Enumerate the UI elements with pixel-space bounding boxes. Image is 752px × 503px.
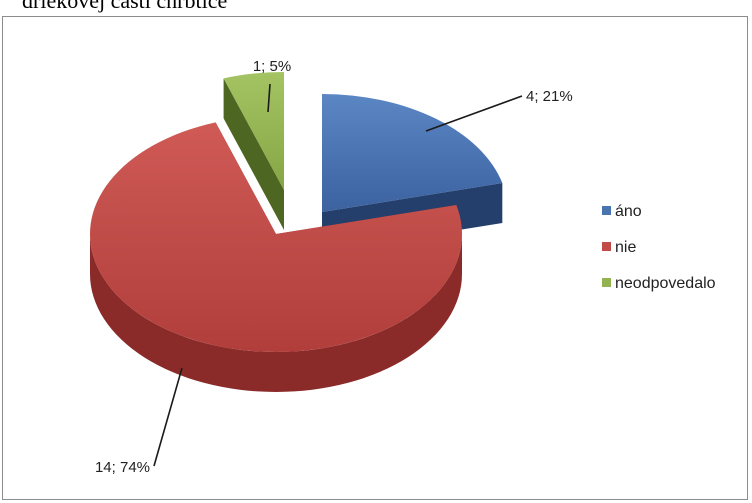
legend-label-áno: áno [615, 203, 642, 220]
data-label-nie: 14; 74% [95, 459, 150, 476]
pie-tops [89, 72, 503, 353]
figure-caption: driekovej časti chrbtice [22, 0, 228, 13]
leader-line-áno [425, 95, 523, 132]
leader-line-nie [153, 367, 183, 467]
legend-label-neodpovedalo: neodpovedalo [615, 275, 716, 292]
legend-swatch-áno [602, 206, 611, 215]
slice-nie [89, 122, 462, 353]
data-labels: 4; 21% 14; 74% 1; 5% [95, 58, 573, 476]
slice-áno [322, 94, 503, 212]
leader-line-neodpovedalo [267, 83, 271, 113]
legend-label-nie: nie [615, 239, 636, 256]
slice-side-nie-0 [90, 234, 462, 392]
data-label-áno: 4; 21% [526, 88, 573, 105]
legend-swatch-nie [602, 242, 611, 251]
legend-swatch-neodpovedalo [602, 278, 611, 287]
legend: áno nie neodpovedalo [602, 203, 716, 292]
leader-lines [153, 83, 523, 467]
data-label-neodpovedalo: 1; 5% [253, 58, 291, 75]
slice-side-wall-neodpovedalo-0 [223, 78, 284, 231]
